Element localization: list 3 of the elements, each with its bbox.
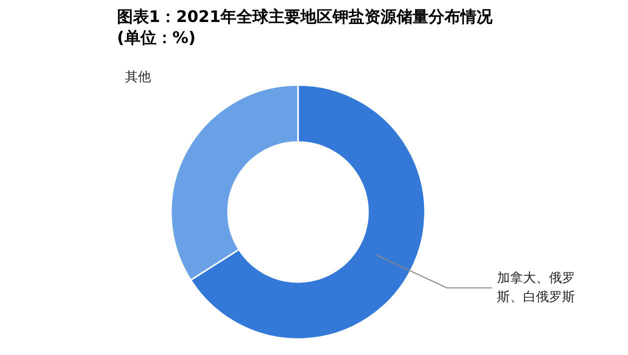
slice-label: 其他 bbox=[125, 70, 151, 85]
slice-label: 加拿大、俄罗斯、白俄罗斯 bbox=[496, 270, 575, 305]
chart-title: 图表1：2021年全球主要地区钾盐资源储量分布情况(单位：%) bbox=[117, 6, 494, 48]
